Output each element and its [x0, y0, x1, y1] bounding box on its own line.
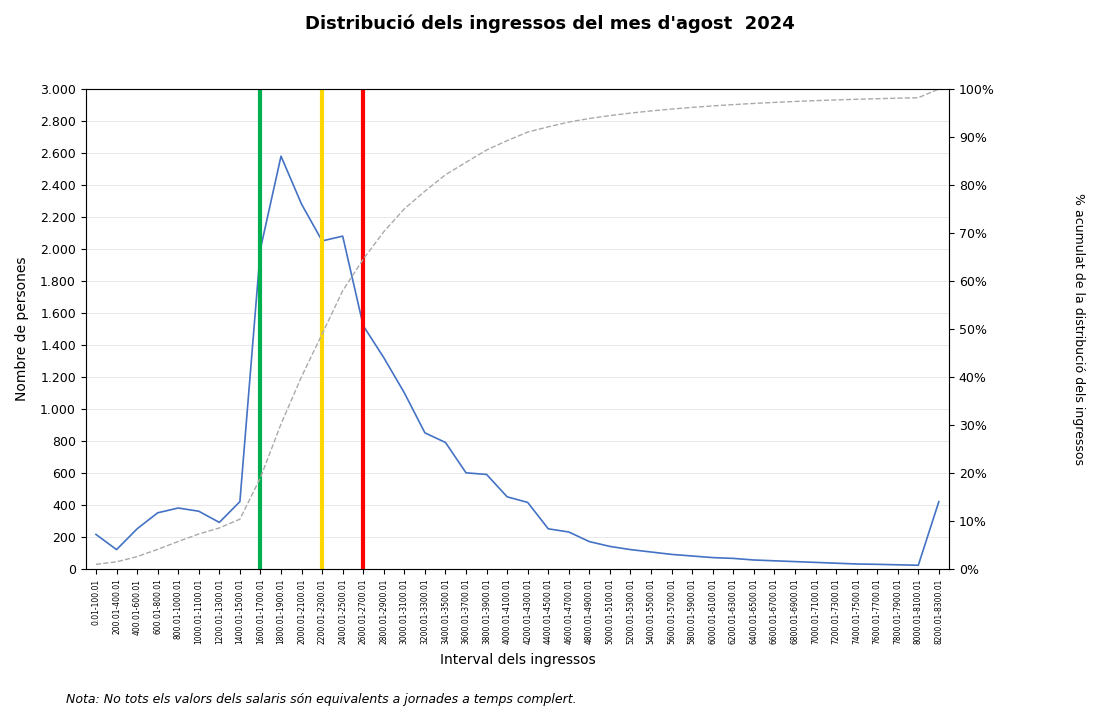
- Text: Distribució dels ingressos del mes d'agost  2024: Distribució dels ingressos del mes d'ago…: [305, 14, 795, 33]
- X-axis label: Interval dels ingressos: Interval dels ingressos: [440, 652, 595, 667]
- Y-axis label: Nombre de persones: Nombre de persones: [15, 256, 29, 401]
- Text: Nota: No tots els valors dels salaris són equivalents a jornades a temps compler: Nota: No tots els valors dels salaris só…: [66, 694, 576, 706]
- Y-axis label: % acumulat de la distribució dels ingressos: % acumulat de la distribució dels ingres…: [1072, 193, 1085, 465]
